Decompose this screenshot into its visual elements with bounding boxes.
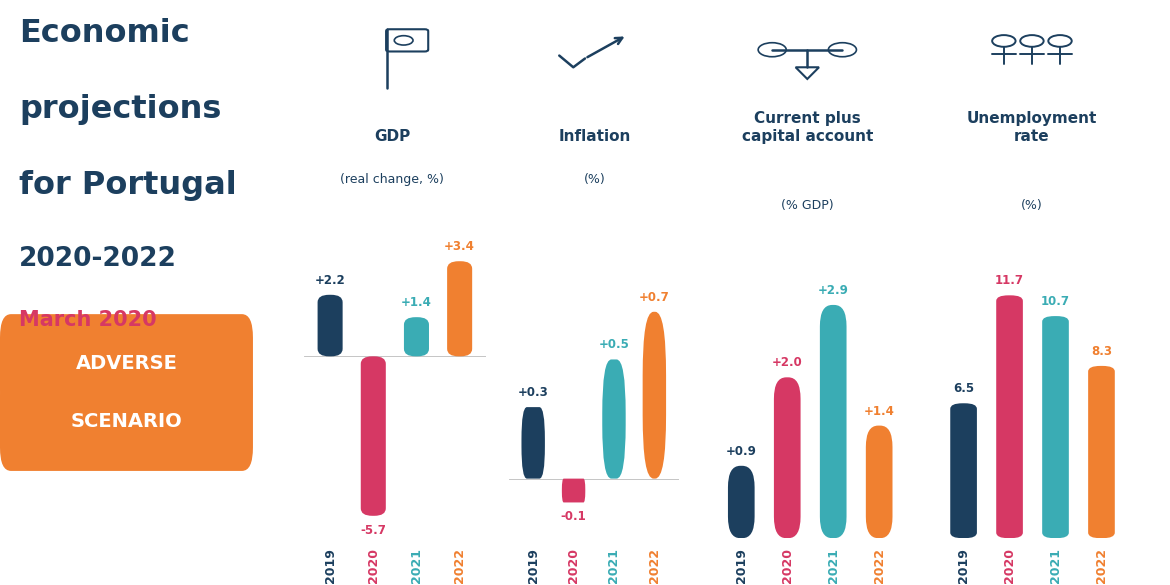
FancyBboxPatch shape [1042, 316, 1069, 538]
Text: Inflation: Inflation [558, 129, 631, 144]
Text: (%): (%) [1021, 199, 1042, 212]
FancyBboxPatch shape [773, 377, 800, 538]
Text: Current plus
capital account: Current plus capital account [742, 111, 873, 144]
Text: projections: projections [19, 94, 221, 125]
FancyBboxPatch shape [562, 479, 585, 503]
FancyBboxPatch shape [360, 356, 386, 516]
FancyBboxPatch shape [404, 317, 429, 356]
Text: 2020-2022: 2020-2022 [19, 246, 177, 271]
Text: +1.4: +1.4 [863, 405, 895, 418]
FancyBboxPatch shape [603, 359, 626, 479]
Text: Economic: Economic [19, 18, 190, 49]
FancyBboxPatch shape [996, 295, 1023, 538]
FancyBboxPatch shape [447, 261, 473, 356]
FancyBboxPatch shape [0, 314, 253, 412]
Text: +2.0: +2.0 [772, 356, 803, 369]
Text: ADVERSE: ADVERSE [76, 354, 178, 373]
FancyBboxPatch shape [0, 373, 253, 471]
Text: 8.3: 8.3 [1090, 345, 1112, 358]
Text: +2.2: +2.2 [315, 274, 345, 287]
Text: +0.5: +0.5 [599, 338, 629, 352]
FancyBboxPatch shape [522, 407, 545, 479]
FancyBboxPatch shape [642, 312, 666, 479]
Text: -5.7: -5.7 [360, 524, 386, 537]
Text: (real change, %): (real change, %) [340, 173, 443, 185]
Text: +1.4: +1.4 [401, 296, 432, 309]
Text: SCENARIO: SCENARIO [70, 412, 183, 431]
FancyBboxPatch shape [317, 295, 343, 356]
Text: Unemployment
rate: Unemployment rate [966, 111, 1097, 144]
Text: March 2020: March 2020 [19, 310, 157, 330]
Text: +0.9: +0.9 [725, 445, 757, 457]
Text: -0.1: -0.1 [560, 511, 586, 524]
Text: for Portugal: for Portugal [19, 170, 238, 201]
Text: GDP: GDP [374, 129, 410, 144]
Text: (% GDP): (% GDP) [782, 199, 833, 212]
FancyBboxPatch shape [728, 466, 755, 538]
Text: +2.9: +2.9 [818, 284, 848, 297]
Text: 6.5: 6.5 [954, 382, 975, 395]
Text: 10.7: 10.7 [1041, 295, 1071, 308]
Text: 11.7: 11.7 [994, 274, 1024, 287]
Text: +3.4: +3.4 [445, 240, 475, 253]
Text: (%): (%) [584, 173, 605, 185]
Text: +0.3: +0.3 [518, 386, 549, 399]
FancyBboxPatch shape [866, 426, 893, 538]
FancyBboxPatch shape [820, 305, 847, 538]
FancyBboxPatch shape [1088, 366, 1115, 538]
FancyBboxPatch shape [950, 403, 977, 538]
Text: +0.7: +0.7 [639, 291, 669, 304]
